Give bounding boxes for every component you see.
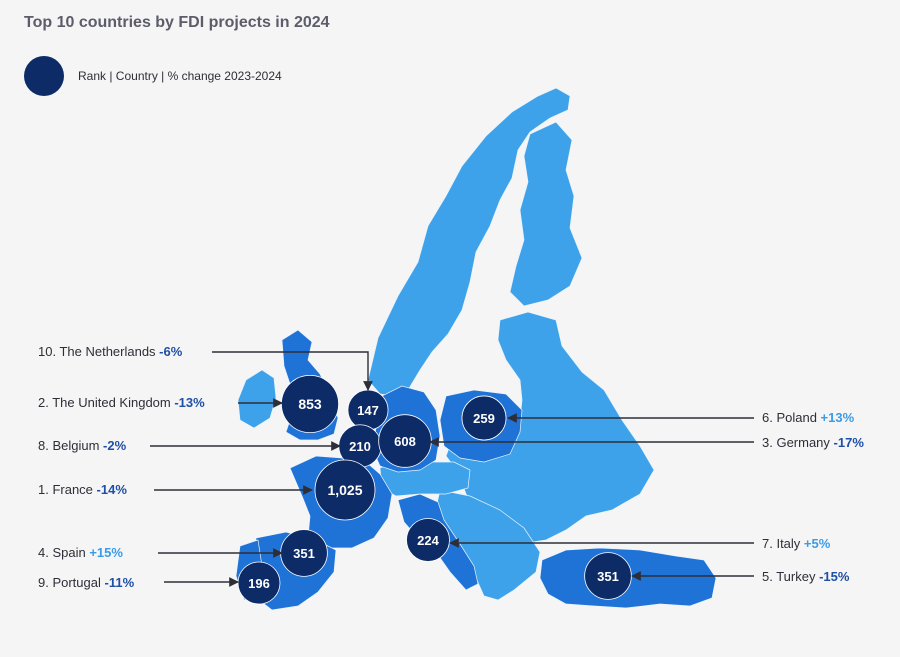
callout-change: +5%	[804, 536, 831, 551]
callout-rank-country: 4. Spain	[38, 545, 89, 560]
callout-label-france: 1. France -14%	[38, 482, 127, 497]
legend-label: Rank | Country | % change 2023-2024	[78, 69, 282, 83]
bubble-poland	[461, 395, 507, 441]
country-norway-sweden	[367, 87, 571, 397]
bubble-value-poland: 259	[473, 411, 495, 426]
callout-change: +13%	[821, 410, 855, 425]
bubble-value-turkey: 351	[597, 569, 619, 584]
bubble-value-belgium: 210	[349, 439, 371, 454]
callout-label-turkey: 5. Turkey -15%	[762, 569, 850, 584]
callout-rank-country: 6. Poland	[762, 410, 821, 425]
callout-rank-country: 7. Italy	[762, 536, 804, 551]
callout-change: -2%	[103, 438, 127, 453]
bubble-value-italy: 224	[417, 533, 439, 548]
callout-change: -15%	[819, 569, 850, 584]
callout-label-portugal: 9. Portugal -11%	[38, 575, 135, 590]
callout-rank-country: 10. The Netherlands	[38, 344, 159, 359]
callout-change: -11%	[105, 575, 135, 590]
callout-label-the-united-kingdom: 2. The United Kingdom -13%	[38, 395, 205, 410]
callout-rank-country: 8. Belgium	[38, 438, 103, 453]
callout-label-spain: 4. Spain +15%	[38, 545, 123, 560]
country-callouts: 10. The Netherlands -6% 2. The United Kin…	[38, 344, 864, 590]
callout-label-poland: 6. Poland +13%	[762, 410, 855, 425]
bubble-value-portugal: 196	[248, 576, 270, 591]
callout-label-belgium: 8. Belgium -2%	[38, 438, 127, 453]
callout-label-italy: 7. Italy +5%	[762, 536, 831, 551]
bubble-value-germany: 608	[394, 434, 416, 449]
bubble-france	[314, 459, 376, 521]
callout-rank-country: 5. Turkey	[762, 569, 819, 584]
callout-rank-country: 3. Germany	[762, 435, 834, 450]
bubble-value-the-united-kingdom: 853	[298, 396, 322, 412]
arrow-the-netherlands	[212, 351, 373, 391]
callout-change: -13%	[174, 395, 205, 410]
legend-bubble-swatch	[24, 56, 64, 96]
callout-rank-country: 2. The United Kingdom	[38, 395, 174, 410]
country-ireland	[237, 369, 277, 429]
bubble-value-spain: 351	[293, 546, 315, 561]
bubble-value-the-netherlands: 147	[357, 403, 379, 418]
callout-change: -17%	[834, 435, 865, 450]
country-finland	[509, 121, 583, 307]
legend: Rank | Country | % change 2023-2024	[24, 56, 282, 96]
map-title: Top 10 countries by FDI projects in 2024	[24, 14, 330, 31]
callout-change: +15%	[89, 545, 123, 560]
callout-rank-country: 9. Portugal	[38, 575, 105, 590]
callout-label-the-netherlands: 10. The Netherlands -6%	[38, 344, 183, 359]
callout-rank-country: 1. France	[38, 482, 97, 497]
callout-change: -6%	[159, 344, 183, 359]
bubble-value-france: 1,025	[327, 482, 362, 498]
project-bubbles: 147 853 210 1,025 351 196 259 608 224 351	[237, 375, 632, 605]
callout-change: -14%	[97, 482, 128, 497]
callout-label-germany: 3. Germany -17%	[762, 435, 864, 450]
